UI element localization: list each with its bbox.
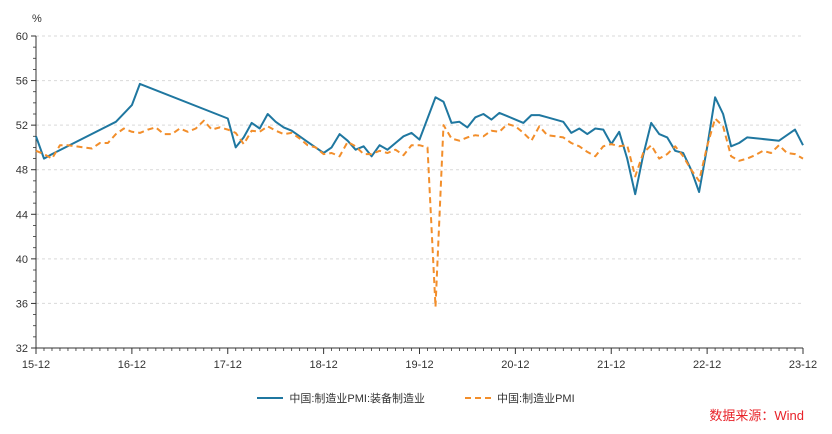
- y-tick-label: 56: [16, 76, 28, 88]
- y-tick-label: 48: [16, 165, 28, 177]
- legend-label-manufacturing: 中国:制造业PMI: [497, 393, 575, 405]
- x-tick-label: 23-12: [789, 359, 817, 371]
- y-tick-label: 40: [16, 254, 28, 266]
- legend-swatch-equipment: [257, 397, 284, 399]
- series-line-manufacturing-pmi: [35, 117, 804, 308]
- series-line-equipment-manufacturing-pmi: [35, 82, 804, 196]
- x-tick-label: 20-12: [501, 359, 529, 371]
- series-layer: [35, 82, 804, 308]
- line-chart: % 32 36 40 44 48 52 56 60 15-12 16-12 17-12 18-12 19…: [16, 13, 817, 371]
- y-tick-label: 32: [16, 343, 28, 355]
- y-tick-label: 52: [16, 120, 28, 132]
- x-tick-label: 22-12: [693, 359, 721, 371]
- legend-label-equipment: 中国:制造业PMI:装备制造业: [289, 393, 426, 405]
- legend: 中国:制造业PMI:装备制造业 中国:制造业PMI: [0, 389, 832, 407]
- x-tick-label: 18-12: [310, 359, 338, 371]
- x-tick-label: 21-12: [597, 359, 625, 371]
- y-tick-label: 36: [16, 298, 28, 310]
- x-tick-label: 17-12: [214, 359, 242, 371]
- axes: 32 36 40 44 48 52 56 60 15-12 16-12 17-12 18-12 19-1…: [16, 31, 817, 371]
- legend-item-equipment[interactable]: 中国:制造业PMI:装备制造业: [257, 389, 425, 407]
- x-tick-label: 16-12: [118, 359, 146, 371]
- y-tick-label: 60: [16, 31, 28, 43]
- legend-item-manufacturing[interactable]: 中国:制造业PMI: [465, 389, 575, 407]
- legend-swatch-manufacturing: [465, 397, 492, 399]
- x-tick-label: 15-12: [22, 359, 50, 371]
- y-tick-label: 44: [16, 209, 28, 221]
- x-tick-label: 19-12: [405, 359, 433, 371]
- data-source-note: 数据来源：Wind: [709, 408, 804, 423]
- grid: [36, 35, 803, 304]
- y-axis-unit-label: %: [32, 13, 42, 25]
